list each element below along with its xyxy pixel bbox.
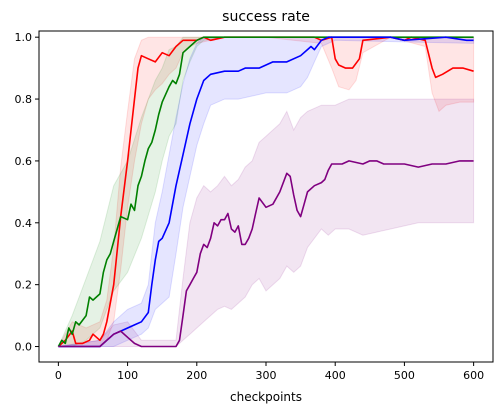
x-axis-label: checkpoints: [230, 390, 302, 404]
series-lines: [57, 36, 474, 348]
series-2-line: [58, 36, 474, 348]
y-tick-label: 0.0: [15, 341, 33, 354]
series-1-line: [57, 36, 474, 347]
x-axis-ticks: 0 100 200 300 400 500 600: [55, 362, 484, 382]
y-tick-label: 0.4: [15, 217, 33, 230]
x-tick-label: 200: [186, 369, 207, 382]
series-2-band: [58, 36, 475, 347]
y-tick-label: 0.2: [15, 279, 33, 292]
x-tick-label: 600: [463, 369, 484, 382]
series-3-line: [58, 160, 474, 348]
y-tick-label: 1.0: [15, 31, 33, 44]
y-axis-ticks: 0.0 0.2 0.4 0.6 0.8 1.0: [15, 31, 39, 354]
chart-title: success rate: [222, 9, 310, 25]
x-tick-label: 500: [394, 369, 415, 382]
y-tick-label: 0.8: [15, 93, 33, 106]
y-tick-label: 0.6: [15, 155, 33, 168]
x-tick-label: 100: [117, 369, 138, 382]
x-tick-label: 300: [256, 369, 277, 382]
x-tick-label: 400: [325, 369, 346, 382]
x-tick-label: 0: [55, 369, 62, 382]
series-1-band: [57, 36, 474, 347]
